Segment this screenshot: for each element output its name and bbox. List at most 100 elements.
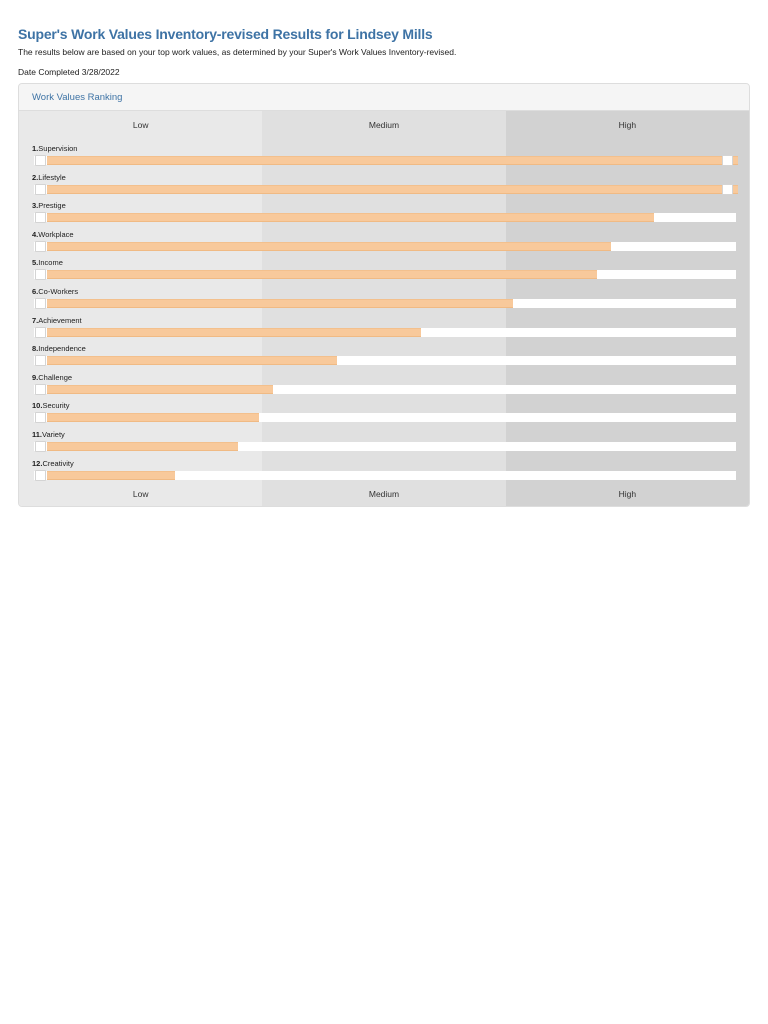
slider-track [34, 384, 736, 394]
work-value-row: 12.Creativity [19, 454, 749, 483]
work-value-row: 4.Workplace [19, 225, 749, 254]
slider-fill [47, 298, 513, 308]
work-value-row: 8.Independence [19, 339, 749, 368]
slider-fill [47, 356, 337, 366]
work-value-slider[interactable] [34, 240, 736, 252]
work-value-row: 7.Achievement [19, 311, 749, 340]
slider-handle-left[interactable] [35, 240, 46, 252]
slider-track [34, 413, 736, 423]
work-value-rank: 8. [32, 344, 39, 354]
slider-fill [47, 384, 273, 394]
work-value-name: Challenge [38, 372, 73, 382]
work-value-name: Security [42, 401, 70, 411]
slider-handle-left[interactable] [35, 183, 46, 195]
work-value-slider[interactable] [34, 269, 736, 281]
slider-handle-left[interactable] [35, 469, 46, 481]
work-value-name: Variety [42, 429, 65, 439]
work-value-slider[interactable] [34, 383, 736, 395]
slider-handle-left[interactable] [35, 269, 46, 281]
slider-track [34, 356, 736, 366]
work-value-label: 12.Creativity [32, 458, 749, 469]
work-value-rank: 3. [32, 201, 39, 211]
work-value-rank: 9. [32, 372, 39, 382]
slider-fill [47, 241, 611, 251]
work-value-rank: 5. [32, 258, 39, 268]
slider-handle-left[interactable] [35, 412, 46, 424]
work-value-rank: 11. [32, 429, 43, 439]
axis-label-medium: Medium [368, 120, 400, 130]
work-value-slider[interactable] [34, 183, 738, 195]
work-value-label: 2.Lifestyle [32, 172, 749, 183]
work-value-rank: 12. [32, 458, 43, 468]
page-subtitle: The results below are based on your top … [18, 47, 457, 57]
slider-handle-right[interactable] [722, 155, 733, 166]
work-value-rank: 1. [32, 144, 39, 153]
date-completed: Date Completed 3/28/2022 [18, 67, 120, 77]
axis-label-high: High [618, 120, 637, 130]
column-medium-bg [262, 111, 506, 507]
slider-handle-left[interactable] [35, 212, 46, 224]
work-value-row: 3.Prestige [19, 196, 749, 225]
slider-handle-left[interactable] [35, 297, 46, 309]
work-value-name: Workplace [38, 229, 74, 239]
work-value-row: 2.Lifestyle [19, 168, 749, 197]
work-value-name: Income [38, 258, 63, 268]
slider-fill [47, 184, 738, 194]
work-value-label: 3.Prestige [32, 200, 749, 211]
slider-handle-left[interactable] [35, 440, 46, 452]
work-value-row: 6.Co-Workers [19, 282, 749, 311]
work-value-name: Co-Workers [38, 286, 79, 296]
work-value-name: Supervision [38, 144, 78, 153]
column-backgrounds [19, 111, 749, 507]
work-value-label: 7.Achievement [32, 315, 749, 326]
slider-fill [47, 413, 259, 423]
work-value-name: Creativity [42, 458, 74, 468]
work-value-rank: 4. [32, 229, 39, 239]
work-value-label: 9.Challenge [32, 372, 749, 383]
results-page: Super's Work Values Inventory-revised Re… [0, 0, 768, 508]
work-value-name: Achievement [38, 315, 82, 325]
column-high-bg [505, 111, 749, 507]
work-value-rank: 6. [32, 286, 39, 296]
slider-track [34, 470, 736, 480]
work-value-label: 1.Supervision [32, 143, 749, 154]
slider-fill [47, 270, 597, 280]
work-value-slider[interactable] [34, 212, 736, 224]
chart-content: Low Medium High 1.Supervision 2.Lifestyl… [19, 111, 749, 506]
work-value-slider[interactable] [34, 469, 736, 481]
slider-fill [47, 470, 175, 480]
work-value-rank: 2. [32, 172, 39, 182]
work-values-chart: Low Medium High 1.Supervision 2.Lifestyl… [19, 111, 749, 507]
work-value-slider[interactable] [34, 326, 736, 338]
slider-handle-left[interactable] [35, 155, 46, 166]
slider-handle-left[interactable] [35, 355, 46, 367]
slider-fill [47, 441, 238, 451]
axis-header-row: Low Medium High [19, 111, 749, 139]
work-value-slider[interactable] [34, 297, 736, 309]
slider-fill [47, 156, 738, 165]
work-value-slider[interactable] [34, 355, 736, 367]
slider-handle-left[interactable] [35, 326, 46, 338]
work-value-name: Prestige [38, 201, 66, 211]
chart-rows: 1.Supervision 2.Lifestyle 3.Prestige 4.W… [19, 139, 749, 482]
column-low-bg [19, 111, 263, 507]
slider-handle-right[interactable] [722, 183, 733, 195]
work-value-slider[interactable] [34, 440, 736, 452]
axis-footer-row: Low Medium High [19, 482, 749, 506]
work-value-name: Independence [38, 344, 86, 354]
axis-label-low: Low [132, 489, 149, 500]
slider-handle-left[interactable] [35, 383, 46, 395]
work-value-slider[interactable] [34, 155, 738, 166]
slider-fill [47, 327, 421, 337]
work-value-label: 6.Co-Workers [32, 286, 749, 297]
slider-track [34, 441, 736, 451]
work-value-rank: 7. [32, 315, 39, 325]
work-value-label: 8.Independence [32, 343, 749, 354]
work-value-row: 9.Challenge [19, 368, 749, 397]
axis-label-low: Low [132, 120, 149, 130]
work-value-label: 4.Workplace [32, 229, 749, 240]
page-title: Super's Work Values Inventory-revised Re… [18, 26, 433, 42]
work-value-slider[interactable] [34, 412, 736, 424]
work-values-ranking-panel: Work Values Ranking Low Medium High 1.Su… [18, 83, 750, 508]
slider-fill [47, 213, 654, 223]
